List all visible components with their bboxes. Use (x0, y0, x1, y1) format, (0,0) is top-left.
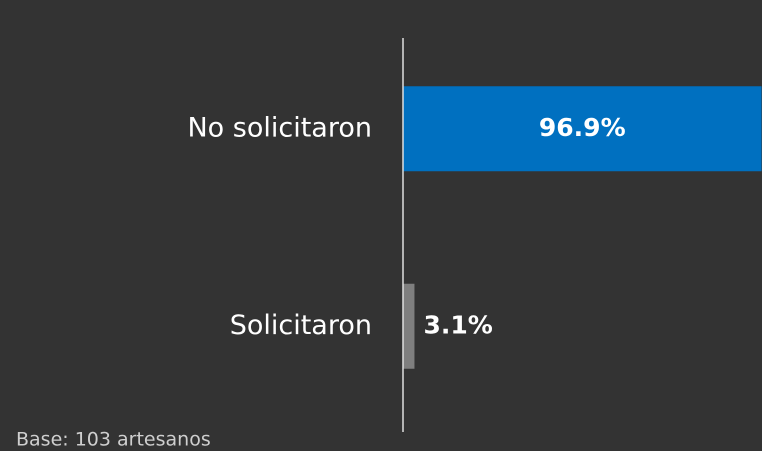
bar (403, 86, 762, 172)
category-label: No solicitaron (187, 112, 372, 143)
value-label: 3.1% (423, 310, 492, 339)
category-label: Solicitaron (230, 310, 372, 341)
footnote: Base: 103 artesanos (16, 429, 211, 451)
value-label: 96.9% (539, 113, 626, 142)
bar (403, 283, 415, 369)
